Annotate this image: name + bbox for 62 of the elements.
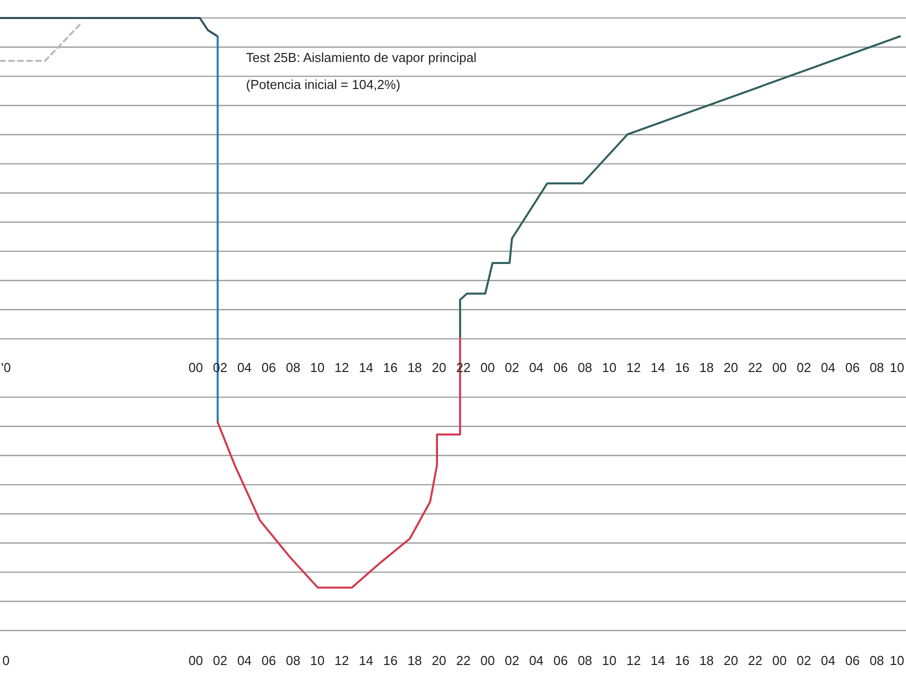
x2-tick-label: 14 <box>650 653 666 668</box>
x2-tick-label: 18 <box>407 653 422 668</box>
annotation: (Potencia inicial = 104,2%) <box>246 77 400 92</box>
x2-tick-label: 22 <box>748 653 762 668</box>
x-tick-label: 14 <box>358 360 374 375</box>
x2-tick-label: 16 <box>383 653 398 668</box>
x2-tick-label: 02 <box>796 653 812 668</box>
x-tick-label: 00 <box>772 360 787 375</box>
x-tick-label: 00 <box>188 360 204 375</box>
x2-tick-label: 04 <box>237 653 252 668</box>
x2-tick-label: 10 <box>310 653 325 668</box>
x-tick-label: 08 <box>870 360 884 375</box>
x-tick-label: 20 <box>432 360 446 375</box>
x2-tick-label: 12 <box>334 653 349 668</box>
x2-tick-label: 08 <box>286 653 300 668</box>
x-tick-label: 04 <box>820 360 836 375</box>
x-tick-label: 20 <box>724 360 738 375</box>
x2-tick-label: 08 <box>870 653 884 668</box>
x2-tick-label: 04 <box>820 653 836 668</box>
x-tick-label: 18 <box>407 360 422 375</box>
x-tick-label: 10 <box>890 360 904 375</box>
x2-tick-label: 10 <box>602 653 617 668</box>
x-tick-label: 22 <box>748 360 762 375</box>
x2-tick-label: 20 <box>724 653 738 668</box>
x-tick-label: 08 <box>286 360 300 375</box>
x-tick-label: 04 <box>529 360 544 375</box>
x2-tick-label: 12 <box>626 653 641 668</box>
x-tick-label: 16 <box>675 360 690 375</box>
x-tick-label: '0 <box>1 360 11 375</box>
x-tick-label: 12 <box>626 360 641 375</box>
x2-tick-label: 06 <box>845 653 860 668</box>
x2-tick-label: 22 <box>456 653 471 668</box>
x-tick-label: 16 <box>383 360 398 375</box>
x2-tick-label: 16 <box>675 653 690 668</box>
x-tick-label: 14 <box>650 360 666 375</box>
x2-tick-label: 20 <box>432 653 446 668</box>
x2-tick-label: 06 <box>553 653 568 668</box>
x2-tick-label: 10 <box>890 653 904 668</box>
x2-tick-label: 18 <box>699 653 714 668</box>
annotation: Test 25B: Aislamiento de vapor principal <box>246 50 477 65</box>
x-tick-label: 06 <box>262 360 276 375</box>
x2-tick-label: 00 <box>480 653 495 668</box>
x-tick-label: 06 <box>845 360 860 375</box>
x-tick-label: 18 <box>699 360 714 375</box>
x-tick-label: 08 <box>578 360 592 375</box>
x2-tick-label: 00 <box>188 653 204 668</box>
x2-tick-label: 08 <box>578 653 592 668</box>
x-tick-label: 02 <box>796 360 812 375</box>
x2-tick-label: 00 <box>772 653 787 668</box>
x-tick-label: 12 <box>334 360 349 375</box>
x-tick-label: 04 <box>237 360 252 375</box>
x2-tick-label: 0 <box>2 653 10 668</box>
x2-tick-label: 14 <box>358 653 374 668</box>
x-tick-label: 10 <box>310 360 325 375</box>
x-tick-label: 00 <box>480 360 495 375</box>
x-tick-label: 10 <box>602 360 617 375</box>
x2-tick-label: 02 <box>504 653 520 668</box>
x2-tick-label: 02 <box>212 653 228 668</box>
x-tick-label: 02 <box>504 360 520 375</box>
x2-tick-label: 06 <box>262 653 276 668</box>
x-tick-label: 06 <box>553 360 568 375</box>
x2-tick-label: 04 <box>529 653 544 668</box>
